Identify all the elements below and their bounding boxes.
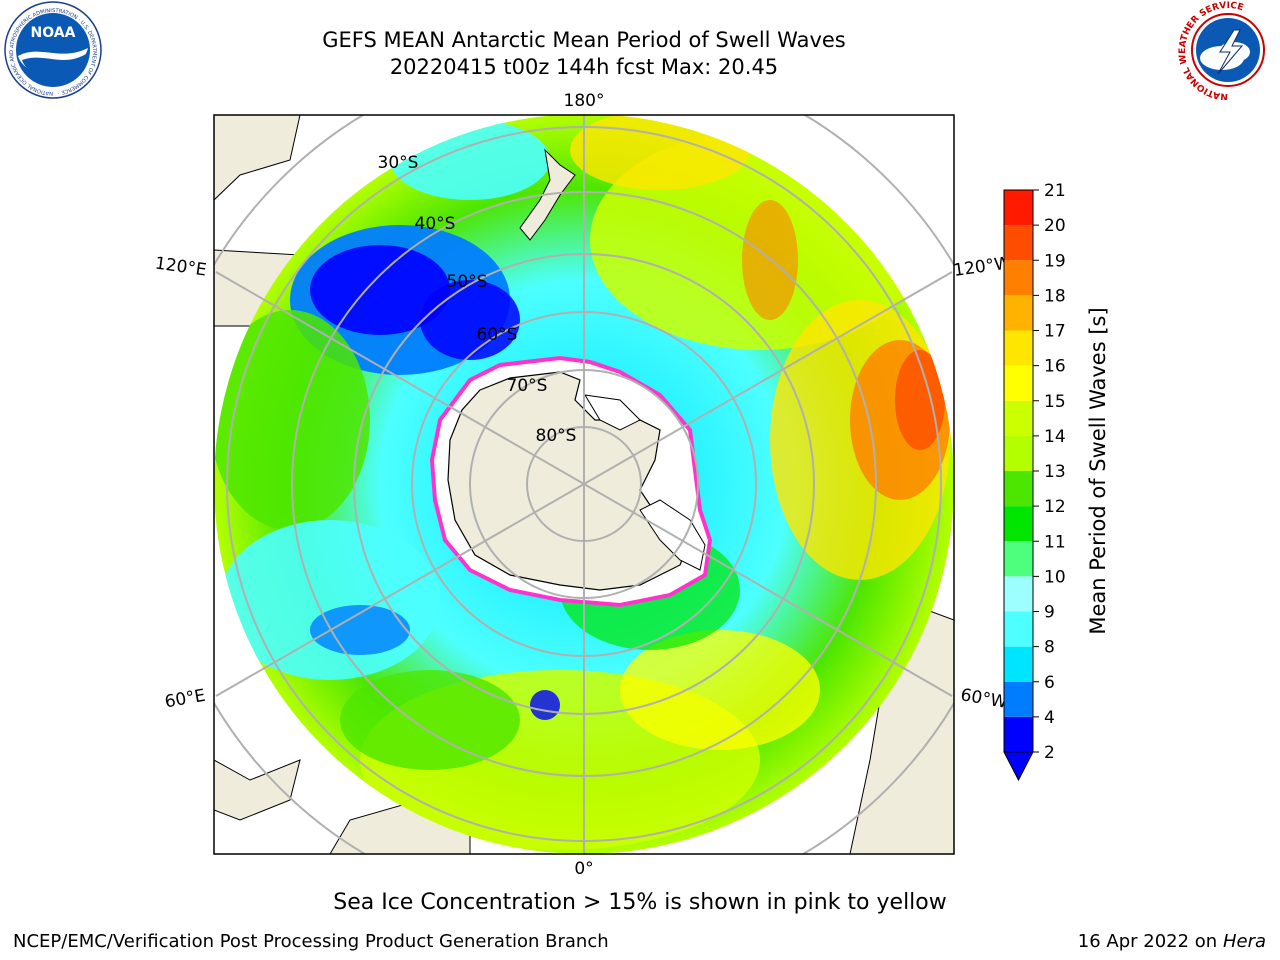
footer-date: 16 Apr 2022 on Hera xyxy=(1078,931,1266,952)
colorbar-segment xyxy=(1004,190,1033,226)
colorbar-tick-label: 13 xyxy=(1044,462,1066,482)
colorbar-segment xyxy=(1004,435,1033,471)
colorbar-segment xyxy=(1004,295,1033,331)
colorbar-tick-label: 10 xyxy=(1044,567,1066,587)
colorbar-segment xyxy=(1004,716,1033,752)
colorbar-segment xyxy=(1004,365,1033,401)
colorbar-tick-label: 2 xyxy=(1044,743,1055,763)
footer-credit: NCEP/EMC/Verification Post Processing Pr… xyxy=(13,931,609,952)
label-lat-70s: 70°S xyxy=(507,376,548,396)
colorbar-segment xyxy=(1004,225,1033,261)
label-lon-120w: 120°W xyxy=(952,253,1012,281)
chart-subtitle: 20220415 t00z 144h fcst Max: 20.45 xyxy=(389,55,779,79)
colorbar-tick-label: 12 xyxy=(1044,497,1066,517)
colorbar-tick-label: 9 xyxy=(1044,603,1055,623)
colorbar-segment xyxy=(1004,541,1033,577)
noaa-logo-icon: NOAA NATIONAL OCEANIC AND ATMOSPHERIC AD… xyxy=(3,0,103,100)
label-lat-50s: 50°S xyxy=(447,272,488,292)
colorbar-extend-arrow xyxy=(1003,751,1034,782)
chart-title: GEFS MEAN Antarctic Mean Period of Swell… xyxy=(322,28,846,52)
colorbar-tick-label: 11 xyxy=(1044,532,1066,552)
colorbar-segment xyxy=(1004,471,1033,507)
colorbar-tick-label: 6 xyxy=(1044,673,1055,693)
label-lon-60e: 60°E xyxy=(163,686,207,713)
map-frame xyxy=(213,114,955,855)
label-lat-60s: 60°S xyxy=(477,325,518,345)
colorbar-segment xyxy=(1004,646,1033,682)
label-lon-120e: 120°E xyxy=(154,254,208,281)
label-lat-30s: 30°S xyxy=(378,153,419,173)
colorbar-tick-label: 16 xyxy=(1044,357,1066,377)
label-lon-60w: 60°W xyxy=(959,685,1009,713)
colorbar-segment xyxy=(1004,576,1033,612)
colorbar: 2 4 6 8 9 10 11 12 13 14 15 16 17 18 19 20 21 xyxy=(1003,181,1066,782)
colorbar-tick-label: 21 xyxy=(1044,181,1066,201)
colorbar-tick-label: 18 xyxy=(1044,286,1066,306)
colorbar-tick-label: 14 xyxy=(1044,427,1066,447)
colorbar-segment xyxy=(1004,681,1033,717)
label-lon-180: 180° xyxy=(564,91,605,111)
colorbar-tick-label: 15 xyxy=(1044,392,1066,412)
colorbar-segment xyxy=(1004,611,1033,647)
colorbar-tick-label: 19 xyxy=(1044,251,1066,271)
footer-host: Hera xyxy=(1222,931,1266,952)
label-lat-80s: 80°S xyxy=(536,426,577,446)
colorbar-label: Mean Period of Swell Waves [s] xyxy=(1086,307,1110,634)
nws-logo-icon: NATIONAL WEATHER SERVICE xyxy=(1178,1,1277,100)
noaa-logo-text: NOAA xyxy=(31,25,76,41)
label-lat-40s: 40°S xyxy=(415,214,456,234)
colorbar-tick-label: 8 xyxy=(1044,638,1055,658)
colorbar-tick-label: 4 xyxy=(1044,708,1055,728)
label-lon-0: 0° xyxy=(574,859,593,879)
colorbar-segment xyxy=(1004,330,1033,366)
colorbar-segment xyxy=(1004,400,1033,436)
footer-date-text: 16 Apr 2022 on xyxy=(1077,931,1223,952)
colorbar-segment xyxy=(1004,260,1033,296)
colorbar-segment xyxy=(1004,506,1033,542)
colorbar-tick-label: 20 xyxy=(1044,216,1066,236)
colorbar-tick-label: 17 xyxy=(1044,322,1066,342)
sea-ice-caption: Sea Ice Concentration > 15% is shown in … xyxy=(333,890,947,915)
